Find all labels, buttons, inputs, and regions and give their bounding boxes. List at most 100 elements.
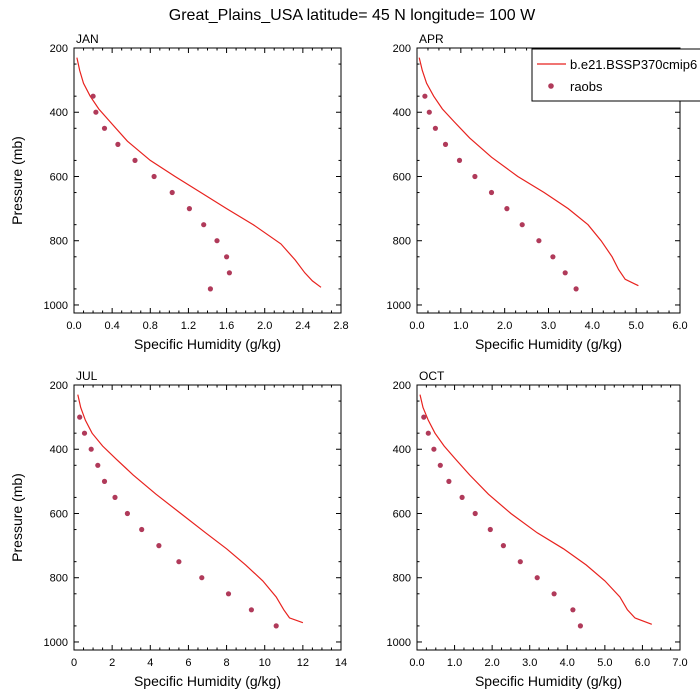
panel-apr: APR 0.0 1.0 2.0 3.0 4.0 5.0 6.0 200 400 600 800 1000… <box>387 32 688 352</box>
raobs-point <box>551 591 557 597</box>
x-axis-label: Specific Humidity (g/kg) <box>475 336 622 352</box>
raobs-point <box>500 543 506 549</box>
x-tick-label: 1.0 <box>447 657 462 669</box>
raobs-point <box>207 286 213 292</box>
panel-jan: JAN 0.0 0.4 0.8 1.2 1.6 2.0 2.4 2.8 200 400 600 800 1… <box>9 32 349 352</box>
raobs-point <box>176 559 182 565</box>
legend: b.e21.BSSP370cmip6 raobs <box>531 48 700 102</box>
raobs-point <box>573 286 579 292</box>
x-tick-label: 0 <box>71 657 77 669</box>
raobs-point <box>151 173 157 180</box>
x-tick-label: 5.0 <box>597 657 612 669</box>
raobs-point <box>226 270 232 276</box>
raobs-point <box>504 206 510 212</box>
x-tick-label: 0.0 <box>66 320 81 332</box>
x-tick-label: 1.2 <box>181 320 196 332</box>
x-tick-label: 10 <box>259 657 271 669</box>
raobs-point <box>425 430 431 436</box>
x-tick-label: 2 <box>109 657 115 669</box>
legend-obs-swatch <box>548 83 554 89</box>
raobs-point <box>536 238 542 244</box>
raobs-point <box>459 494 465 500</box>
y-tick-label: 400 <box>50 444 68 456</box>
y-tick-label: 600 <box>50 171 68 183</box>
y-tick-label: 200 <box>393 43 411 55</box>
x-tick-label: 0.4 <box>104 320 119 332</box>
raobs-point <box>488 189 495 196</box>
raobs-point <box>421 414 427 420</box>
raobs-point <box>201 222 207 228</box>
y-tick-label: 800 <box>50 573 68 585</box>
panels: JAN 0.0 0.4 0.8 1.2 1.6 2.0 2.4 2.8 200 400 600 800 1… <box>9 32 688 689</box>
raobs-point <box>225 591 232 597</box>
y-tick-label: 800 <box>50 236 68 248</box>
raobs-point <box>90 93 96 99</box>
raobs-point <box>199 575 205 581</box>
raobs-point <box>101 478 108 484</box>
plot-frame-jul <box>73 384 342 651</box>
raobs-point <box>77 414 83 420</box>
raobs-point <box>112 494 118 500</box>
x-tick-label: 8 <box>224 657 230 669</box>
raobs-point <box>577 623 584 629</box>
raobs-point <box>93 109 99 115</box>
y-tick-label: 800 <box>393 236 411 248</box>
x-tick-label: 12 <box>297 657 309 669</box>
raobs-point <box>132 157 138 163</box>
y-tick-label: 400 <box>50 107 68 119</box>
model-profile-line-oct <box>419 394 653 625</box>
y-tick-label: 600 <box>393 171 411 183</box>
raobs-point <box>432 125 438 131</box>
raobs-point <box>431 446 437 452</box>
raobs-point <box>169 189 175 196</box>
x-tick-label: 2.8 <box>333 320 348 332</box>
raobs-point <box>124 510 130 517</box>
legend-model-label: b.e21.BSSP370cmip6 <box>570 57 697 72</box>
model-profile-line-apr <box>418 57 639 287</box>
y-tick-label: 200 <box>393 380 411 392</box>
y-tick-label: 600 <box>393 508 411 520</box>
x-tick-label: 3.0 <box>522 657 537 669</box>
raobs-point <box>95 462 101 468</box>
raobs-point <box>517 559 523 565</box>
x-tick-label: 1.6 <box>219 320 234 332</box>
raobs-point <box>437 462 443 468</box>
x-tick-label: 7.0 <box>672 657 687 669</box>
x-axis-label: Specific Humidity (g/kg) <box>475 673 622 689</box>
x-tick-label: 6 <box>185 657 191 669</box>
raobs-point <box>81 430 88 436</box>
x-tick-label: 4 <box>147 657 153 669</box>
raobs-point <box>519 222 525 228</box>
raobs-point <box>487 526 493 533</box>
y-axis-label: Pressure (mb) <box>9 136 25 225</box>
panel-label-jan: JAN <box>76 32 99 46</box>
x-tick-label: 1.0 <box>453 320 468 332</box>
x-tick-label: 2.0 <box>257 320 272 332</box>
raobs-point <box>562 270 568 276</box>
y-tick-label: 1000 <box>44 637 68 649</box>
x-tick-label: 6.0 <box>672 320 687 332</box>
raobs-point <box>273 623 279 629</box>
figure-title: Great_Plains_USA latitude= 45 N longitud… <box>169 7 536 24</box>
raobs-point <box>88 446 94 452</box>
raobs-point <box>101 125 108 131</box>
y-tick-label: 800 <box>393 573 411 585</box>
raobs-point <box>550 254 556 260</box>
raobs-point <box>446 478 452 484</box>
panel-jul: JUL 0 2 4 6 8 10 12 14 200 400 600 800 1000 Specific H… <box>9 369 347 689</box>
y-tick-label: 1000 <box>387 637 411 649</box>
y-tick-label: 200 <box>50 43 68 55</box>
model-profile-line-jan <box>76 57 322 288</box>
x-tick-label: 3.0 <box>541 320 556 332</box>
panel-label-jul: JUL <box>76 369 98 383</box>
raobs-point <box>115 141 121 147</box>
y-tick-label: 1000 <box>44 300 68 312</box>
y-tick-label: 200 <box>50 380 68 392</box>
raobs-point <box>426 109 432 115</box>
x-tick-label: 2.0 <box>497 320 512 332</box>
legend-obs-label: raobs <box>570 79 603 94</box>
raobs-point <box>139 526 145 533</box>
raobs-point <box>472 173 478 180</box>
raobs-point <box>534 575 540 581</box>
